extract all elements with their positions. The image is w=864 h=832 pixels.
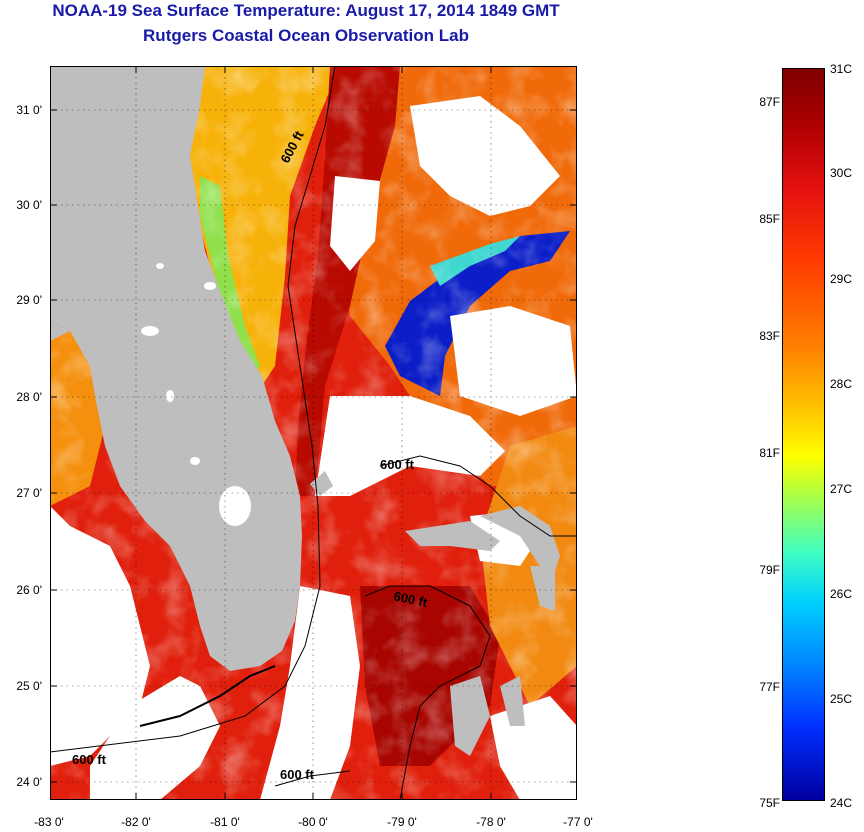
colorbar-celsius-label: 25C	[830, 692, 853, 706]
chart-subtitle: Rutgers Coastal Ocean Observation Lab	[143, 26, 469, 45]
lon-tick-label: -81 0'	[210, 815, 240, 829]
colorbar-fahrenheit-label: 75F	[759, 796, 780, 810]
colorbar-celsius-label: 27C	[830, 482, 853, 496]
colorbar-celsius-label: 29C	[830, 272, 853, 286]
colorbar-fahrenheit-label: 77F	[759, 680, 780, 694]
lat-tick-label: 29 0'	[16, 293, 42, 307]
colorbar-celsius-label: 31C	[830, 62, 853, 76]
lake-okeechobee	[219, 486, 251, 526]
lat-tick-label: 30 0'	[16, 198, 42, 212]
colorbar-fahrenheit-label: 85F	[759, 212, 780, 226]
lat-tick-label: 24 0'	[16, 775, 42, 789]
graticule	[50, 66, 577, 800]
lon-tick-label: -79 0'	[387, 815, 417, 829]
temperature-colorbar	[782, 68, 825, 801]
interior-lakes	[141, 263, 216, 465]
contour-label: 600 ft	[72, 752, 107, 767]
colorbar-fahrenheit-label: 81F	[759, 446, 780, 460]
lon-tick-label: -82 0'	[121, 815, 151, 829]
colorbar-fahrenheit-label: 87F	[759, 95, 780, 109]
lon-tick-label: -78 0'	[476, 815, 506, 829]
chart-title: NOAA-19 Sea Surface Temperature: August …	[52, 1, 560, 20]
lon-tick-label: -80 0'	[298, 815, 328, 829]
contour-label: 600 ft	[392, 588, 429, 610]
lat-tick-label: 28 0'	[16, 390, 42, 404]
lat-tick-label: 26 0'	[16, 583, 42, 597]
colorbar-celsius-label: 30C	[830, 166, 853, 180]
colorbar-fahrenheit-label: 79F	[759, 563, 780, 577]
bahamas-islands	[310, 471, 560, 756]
isobath-contours	[50, 66, 577, 800]
colorbar-celsius-label: 24C	[830, 796, 853, 810]
lat-tick-label: 27 0'	[16, 486, 42, 500]
colorbar-celsius-label: 28C	[830, 377, 853, 391]
lat-tick-label: 31 0'	[16, 103, 42, 117]
contour-label: 600 ft	[280, 767, 315, 782]
axis-ticks	[50, 66, 577, 800]
colorbar-celsius-label: 26C	[830, 587, 853, 601]
big-bend-coast	[50, 321, 70, 341]
colorbar-fahrenheit-label: 83F	[759, 329, 780, 343]
lat-tick-label: 25 0'	[16, 679, 42, 693]
florida-keys	[139, 665, 276, 727]
lon-tick-label: -77 0'	[563, 815, 593, 829]
sst-map: 600 ft 600 ft 600 ft 600 ft 600 ft	[50, 66, 577, 800]
contour-label: 600 ft	[380, 457, 415, 472]
lon-tick-label: -83 0'	[34, 815, 64, 829]
